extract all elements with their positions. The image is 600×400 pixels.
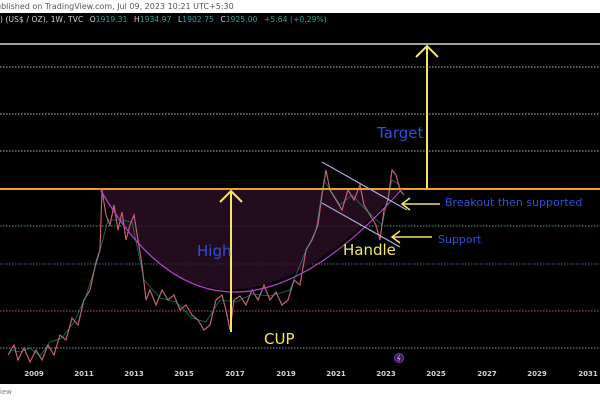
published-bar: ublished on TradingView.com, Jul 09, 202… — [0, 0, 600, 13]
annotation-breakout: Breakout then supported — [445, 196, 583, 209]
ohlc-legend: ) (US$ / OZ), 1W, TVC O1919.31 H1934.97 … — [0, 15, 327, 24]
annotation-support: Support — [438, 233, 482, 246]
symbol-label: ) (US$ / OZ), 1W, TVC — [0, 15, 84, 24]
annotation-target: Target — [377, 124, 424, 142]
cup-curve — [99, 188, 403, 293]
change-value: +5.64 (+0.29%) — [263, 15, 327, 24]
annotation-high: High — [197, 242, 232, 260]
annotation-handle: Handle — [343, 241, 396, 259]
chart-pane[interactable]: ) (US$ / OZ), 1W, TVC O1919.31 H1934.97 … — [0, 13, 600, 384]
time-axis[interactable]: 2009 2011 2013 2015 2017 2019 2021 2023 … — [0, 368, 600, 384]
published-text: ublished on TradingView.com, Jul 09, 202… — [0, 2, 234, 11]
footer: iew — [0, 384, 600, 400]
open-value: 1919.31 — [95, 15, 128, 24]
close-value: 1925.00 — [225, 15, 258, 24]
chart-canvas — [0, 43, 600, 364]
annotation-cup: CUP — [264, 330, 295, 348]
footer-text: iew — [0, 388, 12, 396]
high-value: 1934.97 — [139, 15, 172, 24]
low-value: 1902.75 — [182, 15, 214, 24]
